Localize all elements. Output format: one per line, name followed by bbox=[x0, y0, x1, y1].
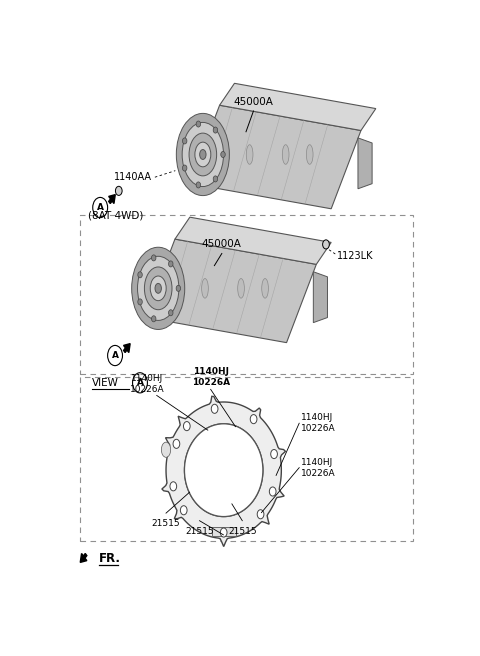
Circle shape bbox=[182, 165, 187, 171]
Circle shape bbox=[168, 310, 173, 316]
Circle shape bbox=[138, 272, 142, 278]
Polygon shape bbox=[313, 272, 327, 323]
Text: 1140HJ
10226A: 1140HJ 10226A bbox=[130, 374, 165, 394]
Ellipse shape bbox=[246, 145, 253, 164]
Text: VIEW: VIEW bbox=[92, 379, 119, 388]
Circle shape bbox=[323, 240, 329, 249]
Text: FR.: FR. bbox=[99, 552, 121, 565]
Polygon shape bbox=[175, 217, 331, 264]
Circle shape bbox=[138, 299, 142, 305]
Circle shape bbox=[271, 449, 277, 459]
FancyArrow shape bbox=[108, 195, 115, 203]
Ellipse shape bbox=[132, 247, 185, 329]
Text: 1123LK: 1123LK bbox=[337, 251, 373, 260]
PathPatch shape bbox=[162, 396, 286, 546]
Ellipse shape bbox=[282, 145, 289, 164]
Polygon shape bbox=[190, 105, 361, 209]
Ellipse shape bbox=[306, 145, 313, 164]
Text: 21515: 21515 bbox=[228, 527, 257, 536]
Circle shape bbox=[221, 152, 225, 157]
Circle shape bbox=[180, 506, 187, 515]
Circle shape bbox=[168, 261, 173, 267]
Text: A: A bbox=[136, 379, 144, 387]
Ellipse shape bbox=[137, 256, 179, 320]
Text: 21515: 21515 bbox=[152, 519, 180, 528]
Circle shape bbox=[152, 255, 156, 261]
Circle shape bbox=[257, 510, 264, 519]
Ellipse shape bbox=[200, 150, 206, 159]
Text: 1140HJ
10226A: 1140HJ 10226A bbox=[301, 413, 336, 433]
Circle shape bbox=[213, 176, 217, 182]
FancyArrow shape bbox=[80, 554, 87, 562]
Text: 45000A: 45000A bbox=[233, 96, 274, 106]
Circle shape bbox=[173, 440, 180, 449]
Ellipse shape bbox=[150, 276, 166, 300]
Circle shape bbox=[213, 127, 217, 133]
Circle shape bbox=[152, 316, 156, 322]
Circle shape bbox=[211, 404, 218, 413]
Text: 45000A: 45000A bbox=[202, 239, 242, 249]
Ellipse shape bbox=[238, 279, 244, 298]
Text: A: A bbox=[111, 351, 119, 360]
Ellipse shape bbox=[144, 267, 172, 310]
Ellipse shape bbox=[176, 113, 229, 195]
Ellipse shape bbox=[189, 133, 216, 176]
Ellipse shape bbox=[202, 279, 208, 298]
Text: A: A bbox=[96, 203, 104, 212]
Circle shape bbox=[115, 186, 122, 195]
Circle shape bbox=[220, 528, 227, 537]
Ellipse shape bbox=[182, 123, 224, 186]
Circle shape bbox=[196, 121, 201, 127]
Ellipse shape bbox=[155, 283, 161, 293]
Circle shape bbox=[250, 415, 257, 424]
Circle shape bbox=[196, 182, 201, 188]
Text: (8AT 4WD): (8AT 4WD) bbox=[88, 210, 143, 220]
Text: 21515: 21515 bbox=[185, 527, 214, 536]
Circle shape bbox=[269, 487, 276, 496]
Circle shape bbox=[170, 482, 177, 491]
Ellipse shape bbox=[262, 279, 268, 298]
Polygon shape bbox=[212, 527, 236, 536]
Text: 1140AA: 1140AA bbox=[114, 173, 152, 182]
Circle shape bbox=[182, 138, 187, 144]
FancyArrow shape bbox=[123, 344, 130, 352]
Polygon shape bbox=[145, 239, 316, 342]
Ellipse shape bbox=[184, 424, 263, 516]
Circle shape bbox=[176, 285, 180, 291]
Ellipse shape bbox=[161, 442, 171, 457]
Text: 1140HJ
10226A: 1140HJ 10226A bbox=[301, 458, 336, 478]
Polygon shape bbox=[219, 83, 376, 131]
Circle shape bbox=[183, 422, 190, 430]
Ellipse shape bbox=[195, 142, 211, 167]
Text: 1140HJ
10226A: 1140HJ 10226A bbox=[192, 367, 230, 387]
Polygon shape bbox=[358, 138, 372, 189]
